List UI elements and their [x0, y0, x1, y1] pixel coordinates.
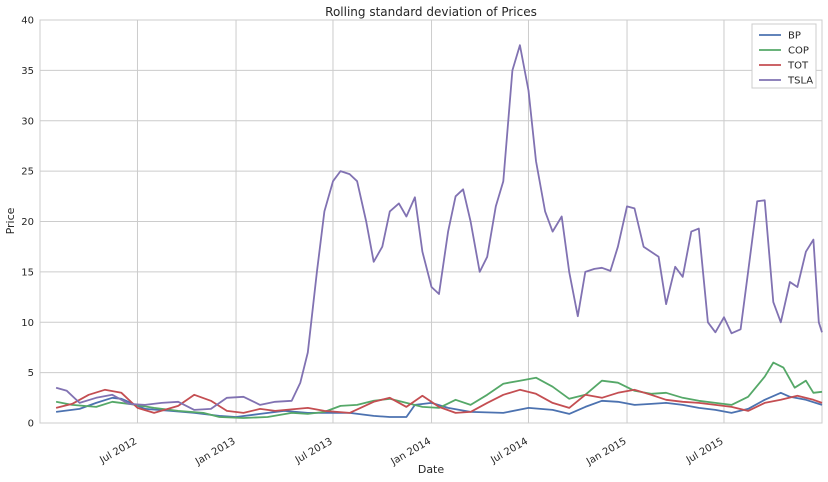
legend-label-cop: COP	[788, 46, 809, 57]
chart-title: Rolling standard deviation of Prices	[325, 5, 537, 19]
legend-label-tot: TOT	[787, 61, 809, 72]
y-tick-label: 35	[21, 66, 34, 77]
x-tick-label: Jan 2013	[193, 436, 238, 468]
legend: BP COP TOT TSLA	[751, 23, 817, 89]
y-tick-label: 0	[28, 419, 34, 430]
y-tick-label: 40	[21, 16, 34, 27]
legend-label-bp: BP	[788, 31, 801, 42]
y-tick-label: 10	[21, 318, 34, 329]
series-line-tsla	[55, 44, 823, 411]
y-tick-label: 30	[21, 116, 34, 127]
series-layer	[55, 44, 823, 419]
series-line-tot	[55, 388, 823, 414]
x-tick-label: Jul 2012	[97, 436, 139, 466]
y-axis-label: Price	[4, 207, 17, 234]
y-tick-label: 25	[21, 167, 34, 178]
x-tick-label: Jul 2013	[293, 436, 335, 466]
x-tick-label: Jul 2015	[684, 436, 726, 466]
y-tick-label: 5	[28, 368, 34, 379]
legend-label-tsla: TSLA	[787, 76, 813, 87]
x-axis-label: Date	[418, 463, 445, 476]
x-tick-label: Jul 2014	[488, 436, 530, 466]
y-tick-label: 20	[21, 217, 34, 228]
x-tick-label: Jan 2015	[584, 436, 629, 468]
series-line-cop	[55, 361, 823, 419]
y-tick-label: 15	[21, 267, 34, 278]
